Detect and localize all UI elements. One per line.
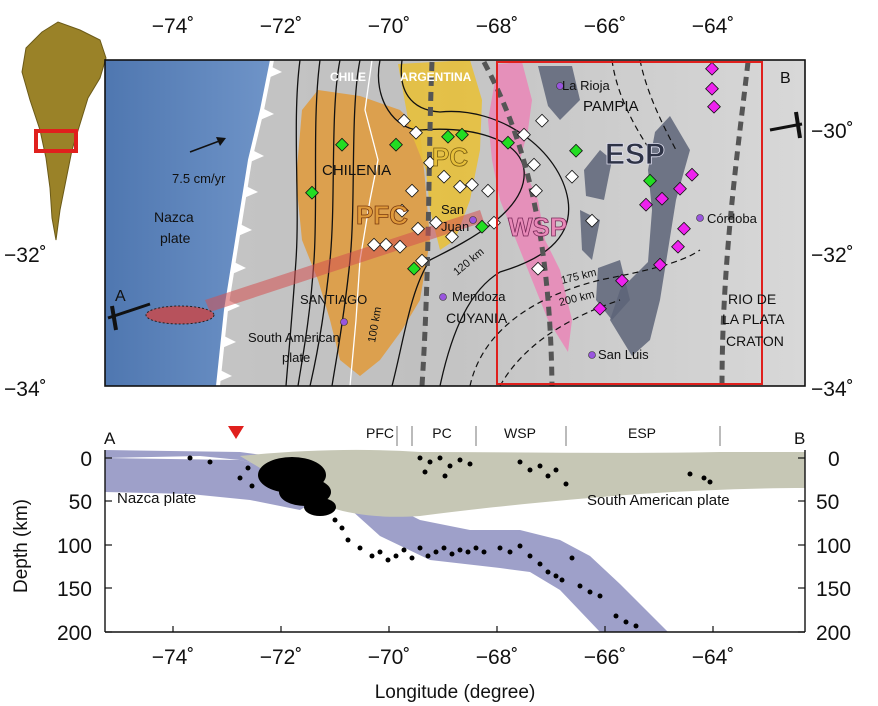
nazca-feature [145,305,215,325]
profile-end-a: A [107,288,151,331]
depth-tick-left-0: 0 [80,448,92,471]
depth-tick-left-50: 50 [69,491,92,514]
label-rio-de-la-plata-line2: LA PLATA [722,311,785,327]
label-san-luis: San Luis [598,347,649,362]
wsp-province [488,62,572,352]
label-south-american-line1: South American [248,330,340,345]
map-lon-tick-70: −70˚ [368,15,411,38]
depth-tick-left-150: 150 [57,578,92,601]
profile-label-a: A [115,288,126,305]
segment-label-pfc: PFC [366,425,394,441]
map-axes: −74˚ −72˚ −70˚ −68˚ −66˚ −64˚ −32˚ −34˚ … [4,15,854,401]
label-santiago: SANTIAGO [300,292,367,307]
label-pampia: PAMPIA [583,98,639,115]
depth-tick-left-100: 100 [57,535,92,558]
esp-province [610,116,690,356]
section-lon-tick-64: −64˚ [692,646,735,669]
map-lon-tick-64: −64˚ [692,15,735,38]
section-lon-tick-66: −66˚ [584,646,627,669]
label-velocity: 7.5 cm/yr [172,171,226,186]
map-lat-left-32: −32˚ [4,244,47,267]
map-lon-tick-74: −74˚ [152,15,195,38]
green-stations [305,127,657,276]
depth-tick-right-0: 0 [828,448,840,471]
section-end-a: A [104,429,116,448]
earthquake-hypocenters [187,455,713,629]
section-lon-tick-74: −74˚ [152,646,195,669]
study-area-box [496,61,763,385]
label-south-american-plate-section: South American plate [587,492,730,509]
map-lon-tick-68: −68˚ [476,15,519,38]
label-nazca-plate-section: Nazca plate [117,490,196,507]
label-esp: ESP [605,138,665,171]
chile-argentina-border [349,60,379,386]
map-lon-tick-66: −66˚ [584,15,627,38]
section-lon-tick-72: −72˚ [260,646,303,669]
label-pc: PC [432,142,468,172]
south-america-inset [21,21,107,241]
label-chilenia: CHILENIA [322,162,391,179]
south-american-crust [240,449,805,517]
label-rio-de-la-plata-line3: CRATON [726,333,784,349]
cross-section-panel: PFC PC WSP ESP A B Nazca plate South Ame… [11,425,851,703]
map-frame [104,59,806,387]
white-stations [367,113,599,276]
section-end-b: B [794,429,805,448]
map-lat-right-32: −32˚ [811,244,854,267]
map-lat-right-30: −30˚ [811,120,854,143]
dashed-contours [469,60,701,386]
label-wsp: WSP [508,212,567,242]
depth-tick-right-50: 50 [816,491,839,514]
section-xlabel: Longitude (degree) [375,682,536,703]
depth-tick-left-200: 200 [57,622,92,645]
map-lat-left-34: −34˚ [4,378,47,401]
profile-swath [205,210,484,312]
section-lon-tick-70: −70˚ [368,646,411,669]
label-cuyania: CUYANIA [446,310,508,326]
nazca-slab [105,450,668,632]
map-lat-right-34: −34˚ [811,378,854,401]
depth-tick-right-200: 200 [816,622,851,645]
label-rio-de-la-plata-line1: RIO DE [728,291,776,307]
map-lon-tick-72: −72˚ [260,15,303,38]
velocity-arrow [189,139,223,153]
magenta-stations [593,61,721,316]
label-la-rioja: La Rioja [562,78,610,93]
section-ylabel: Depth (km) [11,499,32,593]
depth-tick-right-100: 100 [816,535,851,558]
inset-study-box [34,129,78,153]
segment-label-pc: PC [432,425,451,441]
label-cordoba: Córdoba [707,211,758,226]
profile-end-b: B [769,70,803,139]
label-san-juan-line2: Juan [441,219,469,234]
pc-province [398,60,482,250]
label-south-american-line2: plate [282,350,310,365]
label-nazca-line1: Nazca [154,209,194,225]
label-argentina: ARGENTINA [400,70,472,84]
label-mendoza: Mendoza [452,289,506,304]
depth-tick-right-150: 150 [816,578,851,601]
profile-label-b: B [780,70,791,87]
label-chile: CHILE [330,70,366,84]
segment-label-wsp: WSP [504,425,536,441]
city-markers [340,82,704,359]
section-lon-tick-68: −68˚ [476,646,519,669]
label-nazca-line2: plate [160,230,191,246]
trench-marker-triangle [228,426,244,439]
label-pfc: PFC [356,200,408,230]
pfc-province [296,90,430,376]
map-labels: CHILE ARGENTINA La Rioja PAMPIA CHILENIA… [154,70,785,365]
segment-label-esp: ESP [628,425,656,441]
label-san-juan-line1: San [441,202,464,217]
